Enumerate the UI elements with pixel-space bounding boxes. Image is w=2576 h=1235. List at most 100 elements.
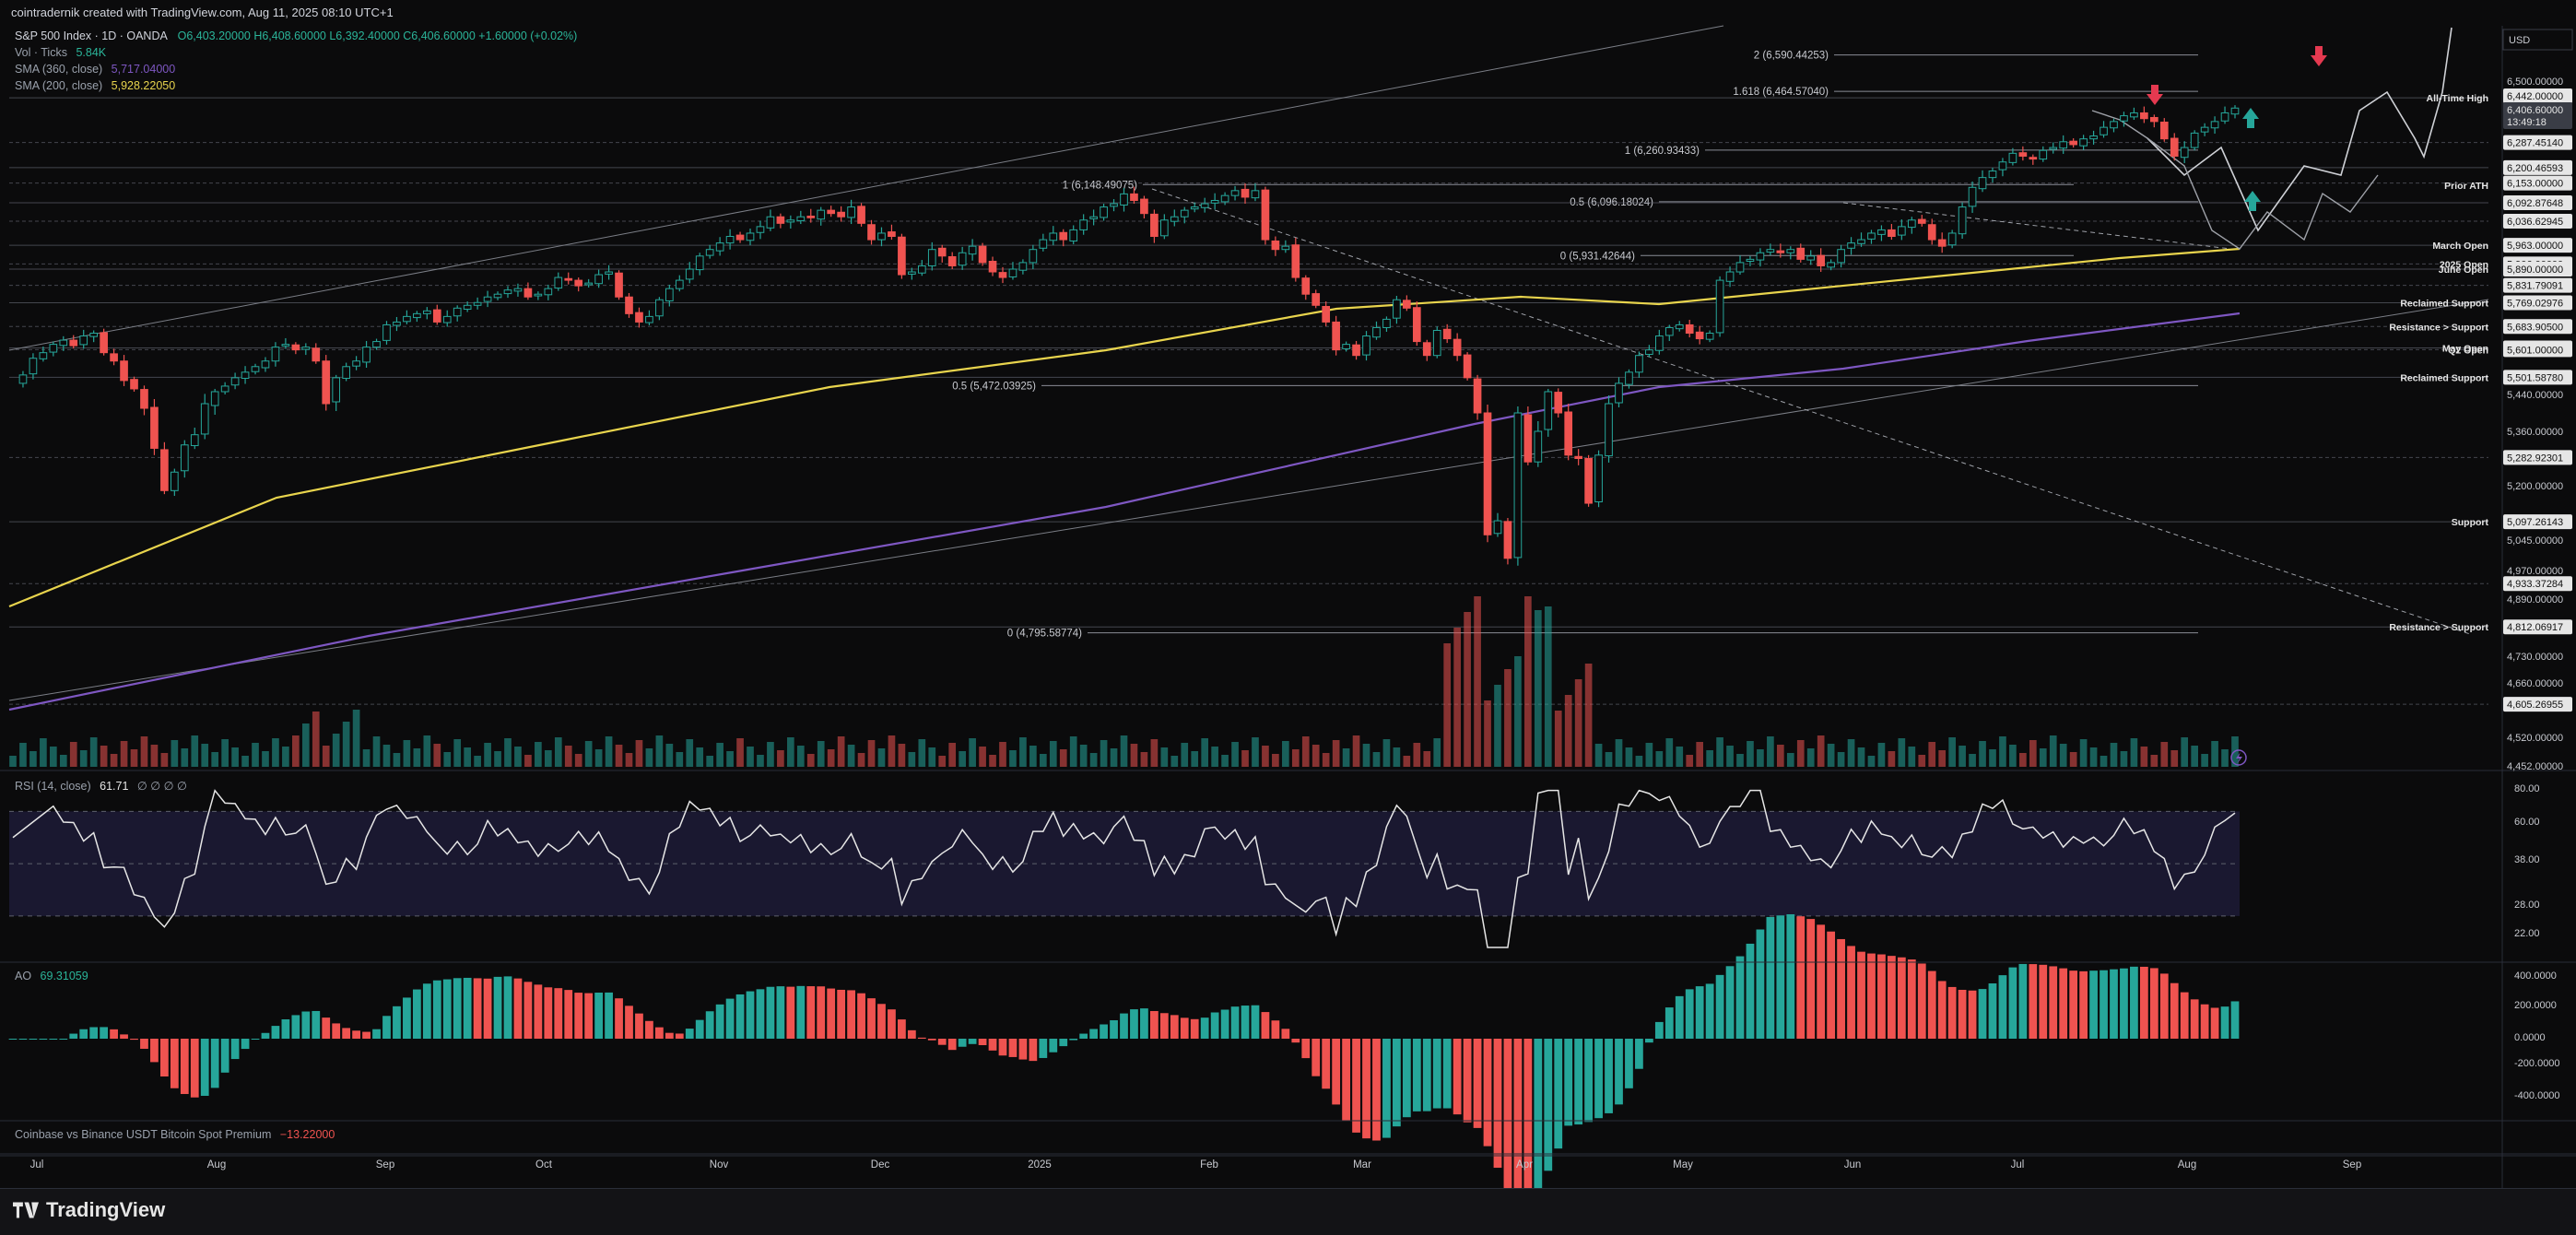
candle-body: [301, 347, 311, 350]
volume-bar: [1877, 743, 1886, 767]
ao-bar: [2079, 970, 2088, 1039]
price-tick-label: 5,360.00000: [2507, 427, 2563, 438]
volume-bar: [413, 748, 421, 767]
volume-bar: [948, 743, 957, 767]
volume-bar: [1747, 741, 1754, 767]
candle-body: [1907, 219, 1916, 229]
price-tag-label: 5,769.02976: [2507, 299, 2563, 310]
candle-body: [1190, 206, 1199, 210]
volume-legend[interactable]: Vol · Ticks 5.84K: [15, 46, 106, 59]
candle-body: [1978, 177, 1987, 190]
sma200-legend[interactable]: SMA (200, close) 5,928.22050: [15, 79, 175, 92]
premium-legend[interactable]: Coinbase vs Binance USDT Bitcoin Spot Pr…: [15, 1128, 335, 1141]
ao-bar: [89, 1027, 99, 1039]
candle-body: [1554, 392, 1563, 414]
candle-body: [1937, 239, 1947, 247]
price-tag: [2503, 238, 2572, 253]
volume-bar: [1867, 756, 1876, 767]
ao-bar: [1897, 957, 1906, 1039]
tradingview-logo-icon: [13, 1202, 39, 1218]
volume-bar: [544, 750, 552, 767]
price-tag-label: 6,153.00000: [2507, 179, 2563, 190]
ao-bar: [1271, 1020, 1280, 1039]
candle-body: [786, 219, 795, 223]
volume-bar: [574, 754, 582, 767]
volume-bar: [1484, 700, 1491, 767]
ao-bar: [442, 979, 452, 1039]
price-tag: [2503, 697, 2572, 712]
price-tag-label: 6,406.60000: [2507, 105, 2563, 116]
channel-upper-line: [8, 25, 1724, 351]
candle-body: [1150, 213, 1159, 238]
volume-bar: [959, 751, 966, 767]
ao-bar: [2190, 999, 2199, 1039]
volume-bar: [322, 746, 330, 767]
candle-body: [18, 374, 28, 384]
candle-body: [39, 352, 48, 359]
volume-bar: [1150, 739, 1159, 767]
candle-body: [1110, 203, 1118, 207]
volume-bar: [564, 746, 572, 767]
ao-bar: [827, 988, 836, 1039]
candle-body: [210, 391, 219, 406]
ao-bar: [1140, 1008, 1148, 1039]
time-tick-label: Sep: [2343, 1159, 2361, 1170]
ao-bar: [100, 1027, 109, 1039]
volume-bar: [9, 756, 17, 767]
rsi-legend[interactable]: RSI (14, close) 61.71 ∅ ∅ ∅ ∅: [15, 779, 187, 793]
ao-bar: [1059, 1039, 1068, 1047]
volume-bar: [40, 738, 47, 767]
volume-bar: [898, 744, 906, 767]
ao-bar: [605, 992, 613, 1039]
volume-bar: [1564, 695, 1572, 767]
volume-bar: [1777, 745, 1784, 767]
price-tag: [2503, 213, 2572, 229]
volume-bar: [979, 747, 986, 767]
candle-body: [1200, 203, 1209, 208]
volume-bar: [1837, 752, 1845, 767]
ao-bar: [352, 1030, 360, 1039]
sma360-label: SMA (360, close): [15, 63, 103, 76]
volume-bar: [262, 751, 269, 767]
candle-body: [1160, 219, 1169, 237]
ao-legend[interactable]: AO 69.31059: [15, 970, 88, 982]
ao-bar: [1200, 1017, 1209, 1039]
volume-bar: [1594, 744, 1603, 767]
ao-bar: [483, 978, 492, 1039]
candle-body: [817, 209, 826, 220]
ao-bar: [1786, 914, 1795, 1039]
volume-bar: [1686, 755, 1694, 767]
price-tick-label: 4,520.00000: [2507, 733, 2563, 744]
trend-line-2: [1842, 202, 2231, 250]
volume-bar: [2130, 738, 2138, 767]
ao-bar: [867, 998, 876, 1039]
ao-bar: [190, 1039, 199, 1098]
symbol-legend[interactable]: S&P 500 Index · 1D · OANDA O6,403.20000 …: [15, 29, 577, 42]
time-tick-label: Aug: [207, 1159, 226, 1170]
ao-bar: [1685, 989, 1694, 1039]
ao-bar: [372, 1029, 381, 1039]
candle-body: [241, 371, 250, 379]
candle-body: [220, 385, 229, 393]
volume-bar: [2170, 750, 2179, 767]
candle-body: [645, 315, 653, 323]
ao-bar: [1110, 1019, 1118, 1039]
volume-bar: [1706, 750, 1713, 767]
tradingview-logo[interactable]: TradingView: [13, 1198, 165, 1222]
volume-bar: [1382, 739, 1391, 767]
sma360-legend[interactable]: SMA (360, close) 5,717.04000: [15, 63, 175, 76]
candle-body: [422, 310, 431, 314]
ao-tick-label: 400.0000: [2514, 970, 2557, 982]
level-label: March Open: [2432, 241, 2488, 252]
ao-bar: [1998, 975, 2007, 1039]
candle-body: [1523, 414, 1533, 463]
volume-bar: [726, 751, 734, 767]
ao-bar: [1817, 924, 1826, 1039]
ao-bar: [1069, 1039, 1078, 1041]
volume-bar: [69, 742, 77, 767]
volume-bar: [1514, 656, 1522, 767]
volume-bar: [1474, 596, 1481, 767]
volume-bar: [211, 752, 219, 767]
chart-canvas[interactable]: 2 (6,590.44253) 1.618 (6,464.57040) 1 (6,2…: [0, 0, 2576, 1188]
volume-bar: [928, 747, 936, 767]
